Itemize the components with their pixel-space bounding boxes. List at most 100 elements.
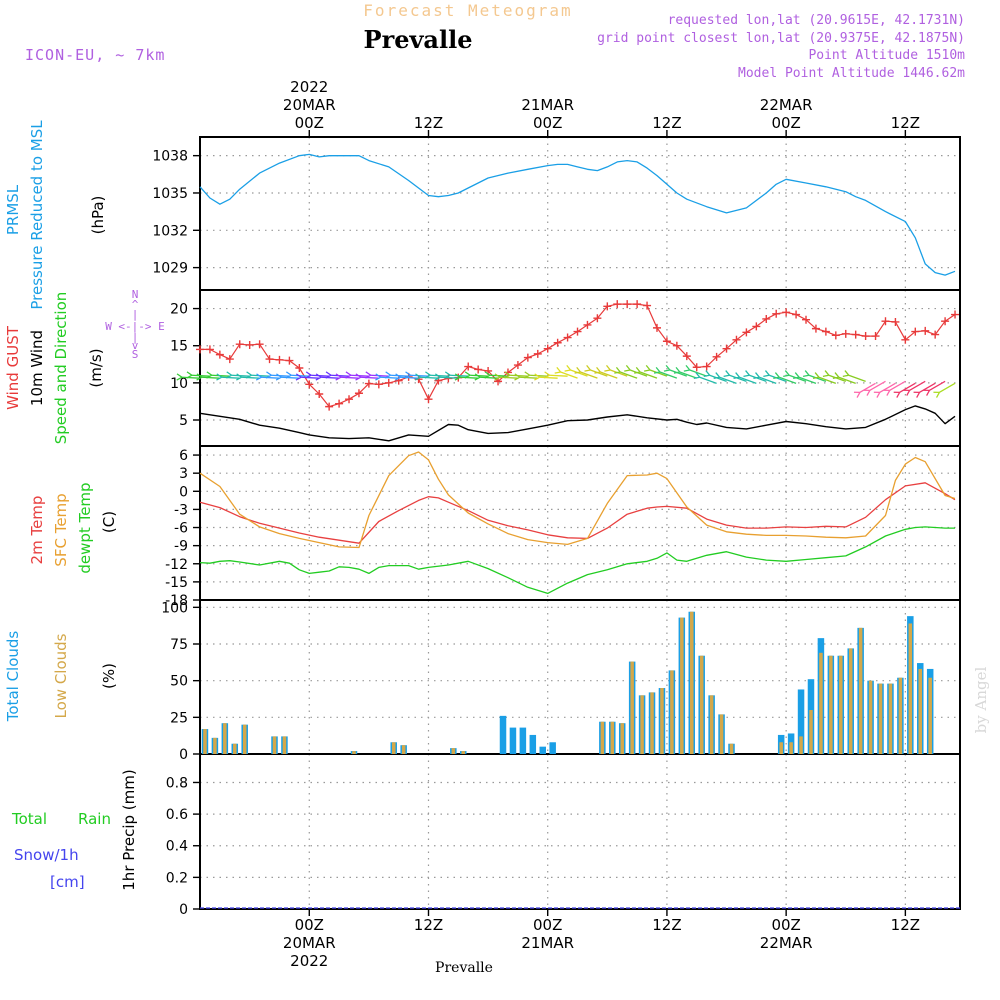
wind-arrow	[390, 374, 409, 377]
time-label: 2022	[290, 952, 328, 970]
gust-marker	[742, 328, 751, 337]
y-tick-label: 0.8	[166, 775, 188, 791]
low-cloud-bar	[461, 751, 466, 754]
wind-arrow	[251, 374, 270, 377]
wind-arrow	[291, 374, 310, 377]
wind-arrow-head	[703, 370, 711, 378]
wind-arrow-head	[236, 373, 242, 381]
gust-marker	[732, 335, 741, 344]
low-clouds-label: Low Clouds	[52, 633, 70, 718]
wind-arrow	[340, 376, 359, 379]
low-cloud-bar	[223, 723, 227, 754]
total-cloud-bar	[549, 742, 556, 754]
y-tick-label: 0	[179, 484, 188, 500]
temp-2m-line	[199, 482, 956, 544]
gust-marker	[345, 395, 354, 404]
pressure-line	[199, 153, 956, 276]
wind-arrow-head	[295, 373, 302, 381]
wind-arrow	[539, 376, 558, 379]
gust-marker	[245, 340, 254, 349]
low-cloud-bar	[352, 751, 356, 754]
wind-arrow-head	[245, 371, 252, 379]
total-clouds-label: Total Clouds	[4, 631, 22, 723]
wind-arrow	[321, 376, 340, 379]
wind-arrow-head	[365, 371, 372, 379]
wind-arrow	[629, 369, 648, 377]
gust-markers	[196, 300, 960, 411]
gust-marker	[305, 380, 314, 389]
time-label: 22MAR	[760, 96, 813, 114]
wind-arrow	[261, 376, 280, 379]
low-cloud-bar	[898, 677, 903, 754]
low-cloud-bar	[272, 736, 277, 754]
wind-arrow-head	[484, 371, 491, 379]
precip-panel-labels: Total Rain Snow/1h [cm] 1hr Precip (mm)	[11, 769, 138, 891]
wind-arrow	[619, 371, 638, 379]
plot-area: 1029 1032 1035 1038 5 10 15 20 -18 -15 -12 -9 -6 -3 0 3…	[152, 78, 961, 970]
gust-marker	[464, 362, 473, 371]
wind-arrow-head	[574, 366, 581, 374]
wind-arrow	[939, 382, 956, 393]
wind-arrow-head	[624, 364, 631, 372]
gust-marker	[513, 361, 522, 370]
wind-arrow-head	[444, 371, 451, 379]
gust-marker	[196, 345, 204, 354]
clouds-frame	[199, 599, 961, 755]
sfc-temp-label: SFC Temp	[52, 493, 70, 566]
station-name: Prevalle	[364, 25, 473, 54]
wind-arrow	[440, 376, 459, 379]
wind-arrow	[729, 374, 747, 382]
temp2m-label: 2m Temp	[28, 496, 46, 565]
gust-marker	[891, 317, 900, 326]
wind-arrow	[370, 374, 389, 377]
wind-label: 10m Wind	[28, 330, 46, 406]
wind-arrow-head	[614, 366, 621, 374]
wind-arrow	[610, 369, 628, 377]
y-tick-label: 0.2	[166, 870, 188, 886]
gust-marker	[672, 341, 681, 350]
wind-arrow	[549, 374, 568, 377]
wind-arrow	[838, 376, 856, 384]
dewpt-label: dewpt Temp	[76, 482, 94, 573]
wind-arrow-head	[753, 372, 760, 380]
wind-arrow	[828, 374, 846, 382]
wind-arrow-head	[514, 373, 521, 381]
precip-unit: 1hr Precip (mm)	[120, 769, 138, 890]
wind-arrow-head	[534, 373, 541, 381]
total-cloud-bar	[519, 727, 527, 754]
wind-arrow	[480, 376, 499, 379]
wind-arrow	[181, 376, 201, 379]
gust-marker	[643, 301, 652, 310]
y-tick-label: 50	[170, 674, 188, 690]
gust-marker	[802, 315, 811, 324]
gust-marker	[662, 337, 671, 346]
low-cloud-bar	[640, 695, 644, 754]
wind-arrow	[430, 374, 449, 377]
time-label: 22MAR	[760, 934, 813, 952]
wind-arrow-head	[842, 370, 850, 378]
cm-label: [cm]	[50, 873, 85, 891]
wind-arrow-head	[913, 391, 921, 398]
low-cloud-bar	[858, 627, 863, 754]
low-cloud-bar	[213, 737, 217, 754]
wind-arrow-head	[604, 364, 611, 372]
gust-marker	[712, 352, 721, 361]
time-label: 00Z	[771, 916, 800, 934]
wind-arrow	[679, 371, 697, 379]
prmsl-label: PRMSL	[4, 184, 22, 235]
gust-marker	[424, 395, 433, 404]
gust-marker	[901, 335, 910, 344]
wind-arrow	[739, 376, 757, 384]
wind-arrow-head	[385, 371, 392, 379]
gust-marker	[633, 300, 642, 309]
time-label: 2022	[290, 78, 328, 96]
wind-arrow-head	[653, 366, 661, 374]
gust-marker	[921, 326, 930, 335]
low-cloud-bar	[660, 688, 664, 754]
wind-arrow-head	[594, 366, 601, 374]
gust-marker	[265, 355, 274, 364]
y-tick-label: 0	[179, 902, 188, 918]
low-cloud-bar	[600, 721, 605, 754]
wind-arrow	[560, 371, 578, 379]
